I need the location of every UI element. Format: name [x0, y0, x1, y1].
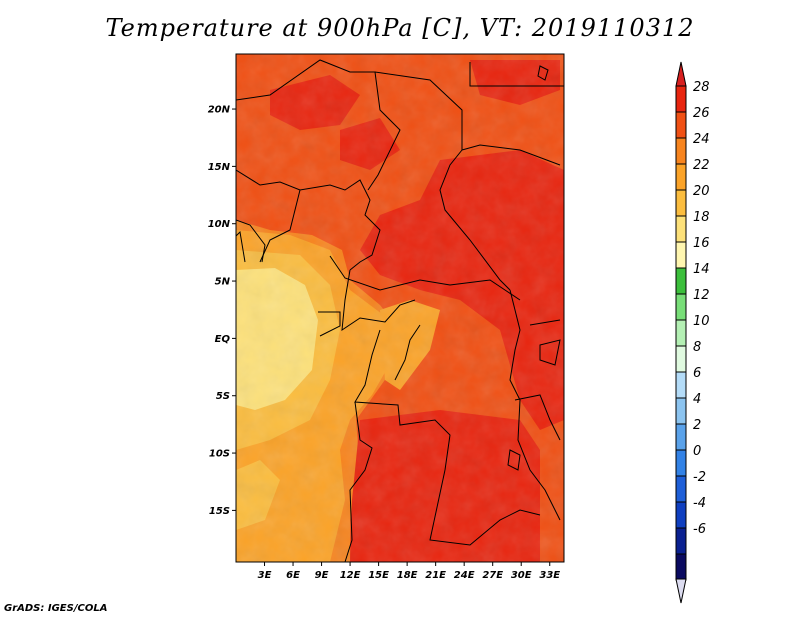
colorbar-segment	[675, 475, 687, 503]
colorbar-segment	[675, 527, 687, 555]
colorbar-segment	[675, 215, 687, 243]
colorbar-segment	[675, 293, 687, 321]
colorbar-segment	[675, 319, 687, 347]
lat-tick-label: 20N	[208, 105, 231, 116]
lon-tick-label: 18E	[397, 570, 418, 581]
colorbar-segment	[675, 397, 687, 425]
country-borders	[236, 59, 564, 562]
colorbar-label: 10	[693, 314, 710, 329]
colorbar-label: -6	[693, 522, 706, 537]
colorbar-label: 12	[693, 288, 710, 303]
latitude-axis: 20N 15N 10N 5N EQ 5S 10S 15S	[208, 105, 236, 517]
longitude-axis: 3E 6E 9E 12E 15E 18E 21E 24E 27E 30E 33E	[258, 562, 560, 581]
colorbar-label: 22	[693, 158, 710, 173]
temperature-field	[236, 54, 564, 562]
colorbar-label: -4	[693, 496, 706, 511]
lat-tick-label: 5N	[215, 277, 231, 288]
colorbar-label: 16	[693, 236, 710, 251]
colorbar-label: 8	[693, 340, 701, 355]
colorbar-segment	[675, 137, 687, 165]
colorbar-label: 6	[693, 366, 701, 381]
lon-tick-label: 12E	[340, 570, 361, 581]
lon-tick-label: 3E	[258, 570, 272, 581]
lat-tick-label: 10S	[209, 449, 230, 460]
colorbar-segment	[675, 423, 687, 451]
colorbar-segment	[675, 553, 687, 581]
colorbar-label: 20	[693, 184, 710, 199]
map-frame	[235, 53, 565, 563]
lon-tick-label: 24E	[454, 570, 475, 581]
colorbar-segment	[675, 111, 687, 139]
lon-tick-label: 30E	[511, 570, 532, 581]
lat-tick-label: 10N	[208, 219, 231, 230]
lon-tick-label: 15E	[368, 570, 389, 581]
lat-tick-label: 15S	[209, 506, 230, 517]
colorbar-label: 14	[693, 262, 710, 277]
colorbar-segment	[675, 501, 687, 529]
colorbar-segment	[675, 241, 687, 269]
colorbar-label: -2	[693, 470, 706, 485]
colorbar-segment	[675, 371, 687, 399]
lon-tick-label: 21E	[425, 570, 446, 581]
colorbar-label: 0	[693, 444, 701, 459]
lat-tick-label: 5S	[216, 391, 230, 402]
colorbar-segment	[675, 189, 687, 217]
lon-tick-label: 9E	[315, 570, 329, 581]
colorbar-over-arrow	[675, 61, 687, 87]
colorbar-label: 28	[693, 80, 710, 95]
page-title: Temperature at 900hPa [C], VT: 201911031…	[105, 14, 695, 42]
colorbar-label: 24	[693, 132, 710, 147]
lat-tick-label: EQ	[215, 334, 231, 345]
lon-tick-label: 33E	[539, 570, 560, 581]
colorbar-segment	[675, 449, 687, 477]
colorbar-segment	[675, 163, 687, 191]
colorbar-segment	[675, 85, 687, 113]
colorbar-label: 18	[693, 210, 710, 225]
colorbar-segment	[675, 345, 687, 373]
grads-credit: GrADS: IGES/COLA	[4, 603, 108, 614]
lon-tick-label: 27E	[482, 570, 503, 581]
colorbar-label: 4	[693, 392, 701, 407]
lon-tick-label: 6E	[286, 570, 300, 581]
colorbar-label: 2	[693, 418, 701, 433]
lat-tick-label: 15N	[208, 162, 231, 173]
colorbar-segment	[675, 267, 687, 295]
colorbar-label: 26	[693, 106, 710, 121]
colorbar-under-arrow	[675, 578, 687, 604]
